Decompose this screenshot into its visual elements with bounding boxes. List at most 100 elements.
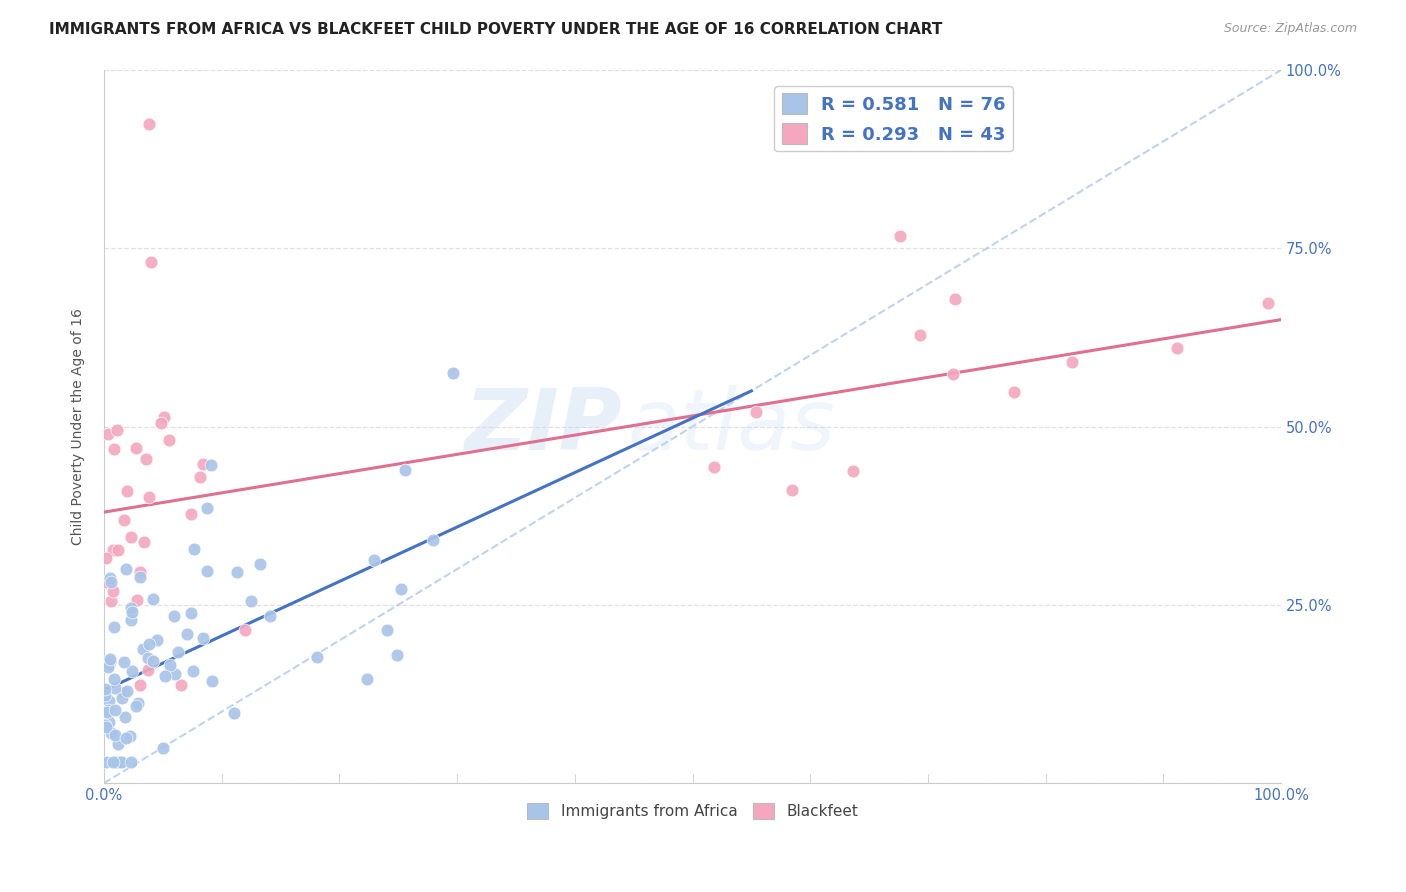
Point — [117, 684, 139, 698]
Point — [1257, 296, 1279, 310]
Point — [908, 328, 931, 343]
Text: IMMIGRANTS FROM AFRICA VS BLACKFEET CHILD POVERTY UNDER THE AGE OF 16 CORRELATIO: IMMIGRANTS FROM AFRICA VS BLACKFEET CHIL… — [49, 22, 942, 37]
Point — [128, 677, 150, 691]
Point — [188, 470, 211, 484]
Point — [120, 613, 142, 627]
Point — [94, 720, 117, 734]
Point — [195, 564, 218, 578]
Point — [111, 690, 134, 705]
Point — [235, 623, 257, 637]
Point — [97, 660, 120, 674]
Point — [121, 605, 143, 619]
Point — [98, 657, 121, 672]
Point — [127, 696, 149, 710]
Point — [98, 694, 121, 708]
Point — [100, 594, 122, 608]
Point — [120, 530, 142, 544]
Point — [181, 665, 204, 679]
Point — [389, 582, 412, 596]
Point — [195, 501, 218, 516]
Point — [134, 534, 156, 549]
Point — [101, 584, 124, 599]
Point — [97, 703, 120, 717]
Point — [114, 731, 136, 745]
Point — [97, 426, 120, 441]
Point — [385, 648, 408, 662]
Point — [94, 688, 117, 702]
Point — [377, 623, 399, 637]
Point — [104, 703, 127, 717]
Point — [120, 755, 142, 769]
Point — [163, 609, 186, 624]
Point — [136, 663, 159, 677]
Point — [394, 463, 416, 477]
Text: atlas: atlas — [628, 385, 835, 468]
Point — [112, 685, 135, 699]
Point — [259, 609, 281, 624]
Point — [101, 755, 124, 769]
Point — [94, 550, 117, 565]
Point — [889, 229, 911, 244]
Point — [224, 706, 246, 721]
Point — [124, 441, 146, 455]
Point — [138, 116, 160, 130]
Point — [139, 254, 162, 268]
Point — [125, 593, 148, 607]
Point — [180, 607, 202, 621]
Point — [157, 433, 180, 447]
Point — [103, 442, 125, 456]
Point — [129, 570, 152, 584]
Point — [193, 457, 215, 471]
Point — [104, 681, 127, 695]
Point — [104, 729, 127, 743]
Point — [1060, 355, 1083, 369]
Point — [239, 594, 262, 608]
Point — [110, 755, 132, 769]
Point — [153, 410, 176, 425]
Point — [943, 292, 966, 306]
Point — [103, 672, 125, 686]
Legend: Immigrants from Africa, Blackfeet: Immigrants from Africa, Blackfeet — [520, 797, 865, 825]
Point — [942, 368, 965, 382]
Point — [96, 575, 118, 590]
Point — [120, 729, 142, 743]
Point — [107, 542, 129, 557]
Point — [152, 741, 174, 756]
Point — [167, 645, 190, 659]
Point — [94, 682, 117, 697]
Point — [94, 718, 117, 732]
Point — [107, 737, 129, 751]
Point — [112, 656, 135, 670]
Point — [138, 490, 160, 504]
Point — [249, 558, 271, 572]
Point — [842, 465, 865, 479]
Point — [226, 566, 249, 580]
Point — [125, 698, 148, 713]
Point — [114, 710, 136, 724]
Point — [163, 667, 186, 681]
Point — [183, 541, 205, 556]
Point — [112, 513, 135, 527]
Point — [142, 654, 165, 668]
Point — [176, 627, 198, 641]
Point — [100, 726, 122, 740]
Point — [98, 652, 121, 666]
Point — [120, 601, 142, 615]
Point — [105, 423, 128, 437]
Point — [703, 459, 725, 474]
Point — [422, 533, 444, 547]
Point — [98, 571, 121, 585]
Point — [363, 553, 385, 567]
Point — [441, 366, 464, 380]
Point — [98, 715, 121, 730]
Y-axis label: Child Poverty Under the Age of 16: Child Poverty Under the Age of 16 — [72, 308, 86, 545]
Point — [132, 641, 155, 656]
Point — [745, 405, 768, 419]
Point — [135, 452, 157, 467]
Point — [1002, 384, 1025, 399]
Point — [159, 658, 181, 673]
Point — [193, 631, 215, 645]
Point — [180, 507, 202, 521]
Text: Source: ZipAtlas.com: Source: ZipAtlas.com — [1223, 22, 1357, 36]
Point — [780, 483, 803, 497]
